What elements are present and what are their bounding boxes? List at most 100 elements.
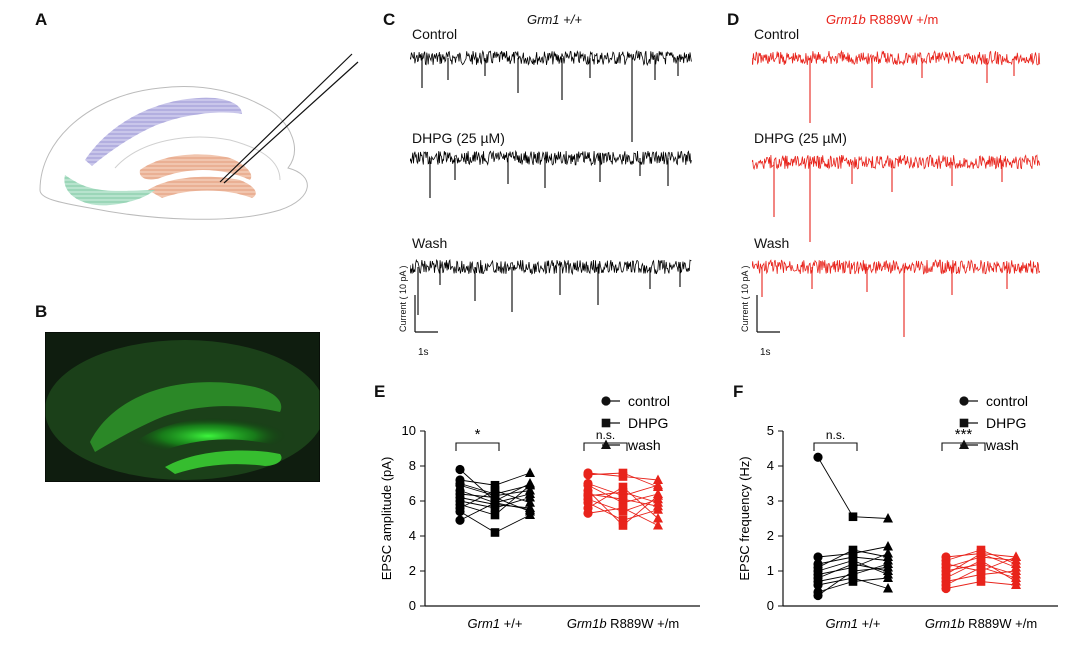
- chart-f-point-control: [813, 562, 823, 573]
- chart-e-point-wash: [653, 513, 663, 523]
- chart-e-significance-bracket: [455, 442, 500, 451]
- chart-f-point-wash: [883, 583, 893, 593]
- trace-d-label-wash: Wash: [754, 235, 790, 251]
- chart-f-subject-line: [817, 457, 889, 519]
- panel-label-b: B: [35, 302, 48, 321]
- hippocampus-schematic: [39, 53, 359, 220]
- chart-f-y-tick-label: 3: [767, 493, 774, 508]
- chart-e-point-control: [583, 508, 593, 518]
- chart-f-point-dhpg: [848, 577, 858, 586]
- ca-layer-glow: [90, 382, 282, 452]
- chart-e-point-dhpg: [618, 515, 628, 525]
- chart-e-legend-wash: wash: [627, 437, 661, 453]
- chart-e-point-wash: [653, 500, 663, 511]
- panel-label-e: E: [374, 382, 386, 401]
- dentate-gyrus-upper: [148, 176, 256, 198]
- chart-e-point-wash: [653, 490, 663, 500]
- chart-f-legend-wash: wash: [985, 437, 1019, 453]
- chart-e-legend-control: control: [628, 395, 670, 409]
- trace-d-wash-noise: [752, 259, 1041, 275]
- chart-e-point-wash: [653, 474, 663, 484]
- inner-outline: [114, 136, 281, 181]
- trace-d-genotype-gene: Grm1b: [826, 12, 866, 27]
- chart-f-point-dhpg: [976, 556, 986, 565]
- chart-f-y-tick-label: 5: [767, 423, 774, 438]
- chart-f-point-wash: [883, 562, 893, 572]
- chart-f-y-tick-label: 4: [767, 458, 774, 473]
- chart-f-point-control: [813, 452, 823, 462]
- trace-c-label-control: Control: [412, 26, 458, 42]
- chart-f-point-wash: [883, 513, 893, 523]
- chart-e-point-wash: [525, 497, 535, 507]
- chart-f-y-tick-label: 1: [767, 563, 774, 578]
- chart-f-point-dhpg: [848, 559, 858, 569]
- chart-e-significance-label: n.s.: [596, 428, 615, 442]
- chart-e-point-dhpg: [618, 503, 628, 513]
- chart-f-point-dhpg: [848, 545, 858, 555]
- trace-c-label-wash: Wash: [412, 235, 448, 251]
- chart-e-significance-bracket: [583, 442, 628, 451]
- chart-e-point-dhpg: [490, 489, 500, 499]
- chart-f-point-control: [813, 580, 823, 590]
- chart-e-point-dhpg: [618, 468, 628, 478]
- chart-f-legend-marker-dhpg: [959, 418, 969, 428]
- trace-d-scale-x: 1s: [760, 347, 771, 358]
- recording-electrode-2: [223, 61, 359, 184]
- chart-e-point-dhpg: [490, 480, 500, 490]
- trace-d-plot: [752, 49, 1041, 337]
- chart-e-point-dhpg: [490, 500, 500, 509]
- chart-e-y-tick-label: 2: [409, 563, 416, 578]
- chart-f-point-wash: [1011, 579, 1021, 589]
- chart-f-y-tick-label: 2: [767, 528, 774, 543]
- chart-f: 0 1 2 3 4 5 EPSC frequency (Hz) control DHPG wash…: [737, 395, 1058, 631]
- chart-e: 0 2 4 6 8 10 EPSC amplitude (pA) control DHPG was…: [379, 395, 700, 631]
- chart-f-significance-label: n.s.: [826, 428, 845, 442]
- chart-e-significance-label: *: [475, 426, 481, 443]
- recording-electrode-1: [219, 53, 353, 183]
- chart-f-legend-marker-control: [959, 396, 969, 406]
- ca1-region: [85, 97, 242, 166]
- trace-d-label-dhpg: DHPG (25 µM): [754, 130, 847, 146]
- chart-e-y-tick-label: 0: [409, 598, 416, 613]
- chart-f-x-label: Grm1b R889W +/m: [925, 616, 1037, 631]
- chart-f-point-dhpg: [976, 566, 986, 576]
- dentate-glow: [130, 417, 287, 454]
- chart-f-y-label: EPSC frequency (Hz): [737, 456, 752, 580]
- chart-f-point-wash: [883, 551, 893, 561]
- chart-f-point-control: [813, 590, 823, 601]
- panel-label-f: F: [733, 382, 744, 401]
- hippocampus-outline: [39, 86, 308, 220]
- trace-d-scale-y: Current ( 10 pA ): [740, 265, 750, 332]
- chart-e-y-tick-label: 4: [409, 528, 416, 543]
- chart-f-point-wash: [1011, 572, 1021, 582]
- chart-f-point-wash: [883, 572, 893, 582]
- chart-e-y-label: EPSC amplitude (pA): [379, 457, 394, 581]
- chart-e-point-control: [455, 506, 465, 517]
- trace-c-label-dhpg: DHPG (25 µM): [412, 130, 505, 146]
- trace-c-control-noise: [410, 49, 692, 67]
- trace-d-genotype: Grm1b R889W +/m: [826, 12, 938, 27]
- chart-f-significance-bracket: [941, 442, 986, 451]
- ca3-region: [139, 154, 252, 180]
- chart-e-y-tick-label: 6: [409, 493, 416, 508]
- trace-d-label-control: Control: [754, 26, 800, 42]
- chart-e-y-tick-label: 10: [402, 423, 416, 438]
- trace-c-scale-y: Current ( 10 pA ): [398, 265, 408, 332]
- chart-e-point-control: [455, 464, 465, 475]
- chart-f-significance-label: ***: [955, 426, 973, 443]
- chart-f-point-wash: [1011, 565, 1021, 575]
- chart-f-y-tick-label: 0: [767, 598, 774, 613]
- chart-e-point-wash: [525, 467, 535, 477]
- fluorescence-image: [45, 332, 320, 482]
- chart-f-legend-dhpg: DHPG: [986, 415, 1026, 431]
- chart-e-point-control: [583, 489, 593, 499]
- chart-f-point-dhpg: [848, 512, 858, 522]
- trace-c-genotype: Grm1 +/+: [527, 12, 582, 27]
- trace-c-dhpg-noise: [410, 149, 692, 167]
- chart-f-point-control: [941, 559, 951, 569]
- chart-f-legend-marker-wash: [959, 439, 969, 449]
- panel-label-d: D: [727, 10, 740, 29]
- trace-d-dhpg-noise: [752, 154, 1041, 171]
- trace-d-control-noise: [752, 49, 1041, 66]
- chart-e-point-control: [455, 492, 465, 503]
